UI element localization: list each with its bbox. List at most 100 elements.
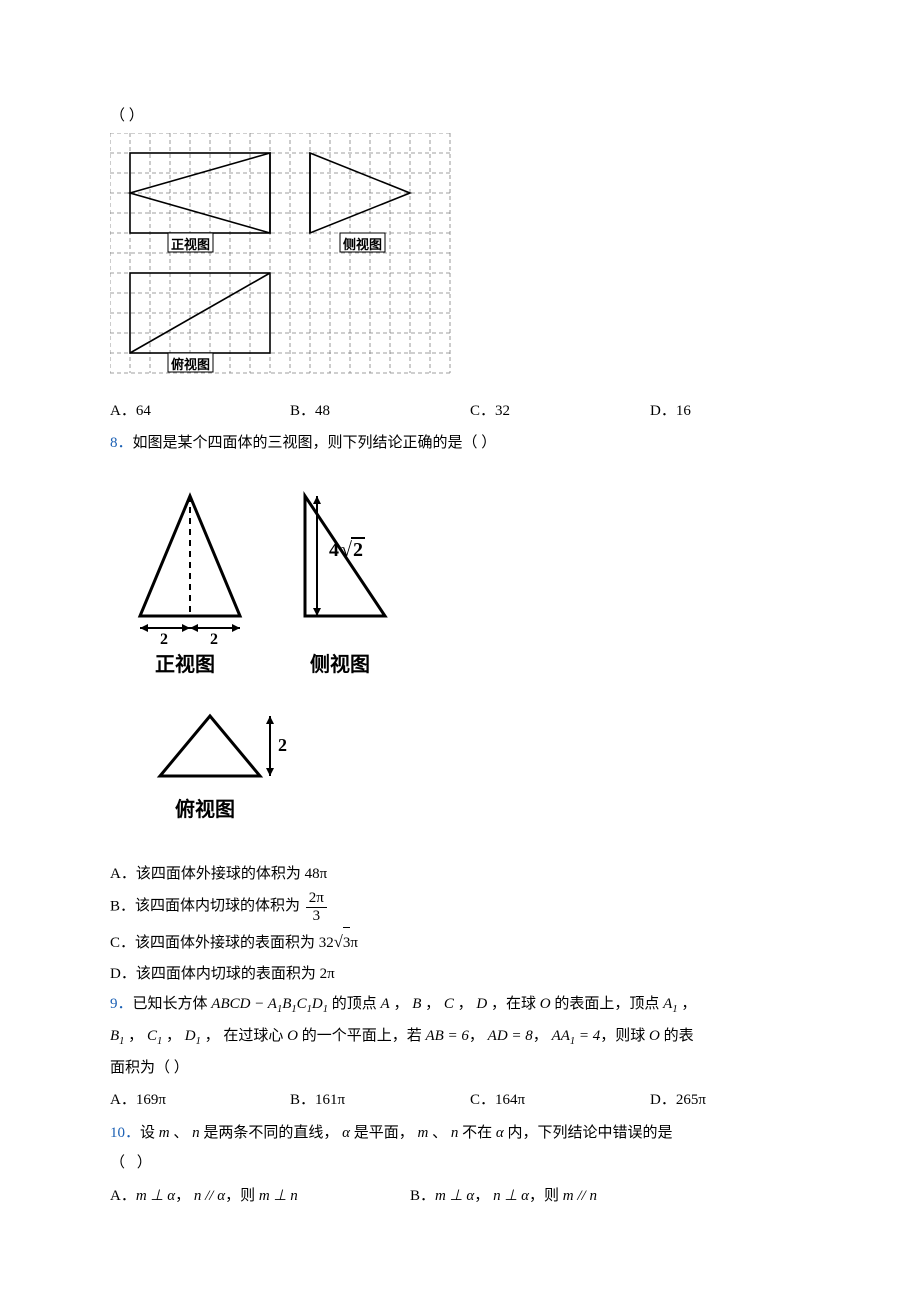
q9-ptC: C	[444, 996, 454, 1012]
q9-O3: O	[649, 1028, 660, 1044]
opt-label: B．	[410, 1188, 435, 1204]
opt-value: 48	[315, 403, 330, 419]
opt-label: D．	[650, 1092, 676, 1108]
q7-opt-d[interactable]: D．16	[650, 397, 691, 426]
q10-t3: 是两条不同的直线，	[200, 1125, 343, 1141]
q8-opt-a[interactable]: A．该四面体外接球的体积为 48π	[110, 860, 810, 889]
opt-label: C．	[110, 935, 135, 951]
svg-text:俯视图: 俯视图	[171, 357, 210, 372]
q9-C1: C1	[147, 1028, 162, 1044]
q9-opt-d[interactable]: D．265π	[650, 1086, 706, 1115]
q9-t4: 的表面上，顶点	[551, 996, 664, 1012]
svg-text:√: √	[341, 539, 352, 561]
q7-options: A．64 B．48 C．32 D．16	[110, 397, 810, 426]
opt-value: 64	[136, 403, 151, 419]
opt-text: 该四面体内切球的体积为 2π3	[135, 898, 329, 914]
q9-t3: 在球	[506, 996, 540, 1012]
q10-options-row1: A．m ⊥ α， n // α，则 m ⊥ n B．m ⊥ α， n ⊥ α，则…	[110, 1182, 810, 1211]
opt-a-text: 该四面体外接球的体积为 48π	[136, 866, 327, 882]
opt-value: 16	[676, 403, 691, 419]
q8-opt-d[interactable]: D．该四面体内切球的表面积为 2π	[110, 960, 810, 989]
q9-pts1: A	[381, 996, 390, 1012]
opt-label: A．	[110, 403, 136, 419]
opt-value: 169π	[136, 1092, 166, 1108]
q9-c2: ，	[533, 1028, 552, 1044]
q9-line1: 9．已知长方体 ABCD − A1B1C1D1 的顶点 A ， B ， C ， …	[110, 990, 810, 1020]
frac-den: 3	[306, 908, 327, 925]
oa1: m ⊥ α	[136, 1188, 175, 1204]
obs1: ，	[474, 1188, 493, 1204]
q9-opt-c[interactable]: C．164π	[470, 1086, 650, 1115]
opt-label: A．	[110, 1092, 136, 1108]
svg-text:2: 2	[353, 539, 363, 561]
q9-ptD: D	[476, 996, 487, 1012]
q7-opt-b[interactable]: B．48	[290, 397, 470, 426]
opt-value: 164π	[495, 1092, 525, 1108]
q10-opt-b[interactable]: B．m ⊥ α， n ⊥ α，则 m // n	[410, 1182, 597, 1211]
opt-value: 32	[495, 403, 510, 419]
q9-B1: B1	[110, 1028, 124, 1044]
q10-t6: 不在	[458, 1125, 496, 1141]
q9-D1: D1	[185, 1028, 201, 1044]
svg-text:侧视图: 侧视图	[343, 237, 382, 252]
svg-text:侧视图: 侧视图	[310, 652, 370, 676]
q9-t5: 在过球心	[220, 1028, 288, 1044]
q9-number: 9．	[110, 996, 133, 1012]
q9-opt-a[interactable]: A．169π	[110, 1086, 290, 1115]
opt-label: D．	[110, 966, 136, 982]
q7-opt-a[interactable]: A．64	[110, 397, 290, 426]
opt-label: A．	[110, 1188, 136, 1204]
q8-stem: 8．如图是某个四面体的三视图，则下列结论正确的是（ ）	[110, 429, 810, 458]
oat: ，则	[225, 1188, 259, 1204]
svg-text:2: 2	[160, 631, 168, 648]
q8-opt-b[interactable]: B．该四面体内切球的体积为 2π3	[110, 890, 810, 924]
opt-text: 该四面体外接球的体积为 48π	[136, 866, 327, 882]
ob2: n ⊥ α	[493, 1188, 529, 1204]
q9-t8: 的表	[660, 1028, 694, 1044]
opt-b-pre: 该四面体内切球的体积为	[135, 898, 304, 914]
q8-figure: 22正视图4√2侧视图2俯视图	[110, 466, 810, 846]
q9-opt-b[interactable]: B．161π	[290, 1086, 470, 1115]
frac-num: 2π	[306, 890, 327, 908]
q10-m2: m	[418, 1125, 429, 1141]
svg-text:2: 2	[278, 735, 287, 755]
opt-text: 该四面体外接球的表面积为 323π	[135, 935, 358, 951]
q8-opt-c[interactable]: C．该四面体外接球的表面积为 323π	[110, 926, 810, 958]
q10-t1: 设	[140, 1125, 159, 1141]
opt-c-pre: 该四面体外接球的表面积为 32	[135, 935, 334, 951]
svg-text:2: 2	[210, 631, 218, 648]
opt-text: 该四面体内切球的表面积为 2π	[136, 966, 335, 982]
q10-a1: α	[342, 1125, 350, 1141]
q9-t7: ，则球	[600, 1028, 649, 1044]
q10-t5: 、	[428, 1125, 451, 1141]
q10-t7: 内，下列结论中错误的是	[504, 1125, 673, 1141]
svg-text:俯视图: 俯视图	[175, 797, 235, 821]
q10-t4: 是平面，	[350, 1125, 418, 1141]
q7-opt-c[interactable]: C．32	[470, 397, 650, 426]
fraction: 2π3	[306, 890, 327, 924]
q9-line3: 面积为（ ）	[110, 1054, 810, 1083]
q9-c1: ，	[469, 1028, 488, 1044]
ob3: m // n	[563, 1188, 597, 1204]
q9-t6: 的一个平面上，若	[298, 1028, 426, 1044]
q8-number: 8．	[110, 435, 133, 451]
q10-m1: m	[159, 1125, 170, 1141]
q8-text: 如图是某个四面体的三视图，则下列结论正确的是（ ）	[133, 435, 497, 451]
q10-number: 10．	[110, 1125, 140, 1141]
q9-t1: 已知长方体	[133, 996, 212, 1012]
q9-ptB: B	[412, 996, 421, 1012]
q10-paren: （ ）	[110, 1149, 810, 1178]
opt-value: 161π	[315, 1092, 345, 1108]
q9-cuboid: ABCD − A1B1C1D1	[211, 996, 328, 1012]
q9-A1: A1	[663, 996, 677, 1012]
q9-aa1: AA1 = 4	[552, 1028, 601, 1044]
q7-stem-tail: （ ）	[110, 102, 810, 131]
opt-label: C．	[470, 403, 495, 419]
radicand: 3	[343, 927, 351, 958]
sqrt: 3	[334, 926, 351, 958]
q10-n1: n	[192, 1125, 200, 1141]
opt-label: D．	[650, 403, 676, 419]
q10-opt-a[interactable]: A．m ⊥ α， n // α，则 m ⊥ n	[110, 1182, 410, 1211]
q9-O1: O	[540, 996, 551, 1012]
opt-label: A．	[110, 866, 136, 882]
